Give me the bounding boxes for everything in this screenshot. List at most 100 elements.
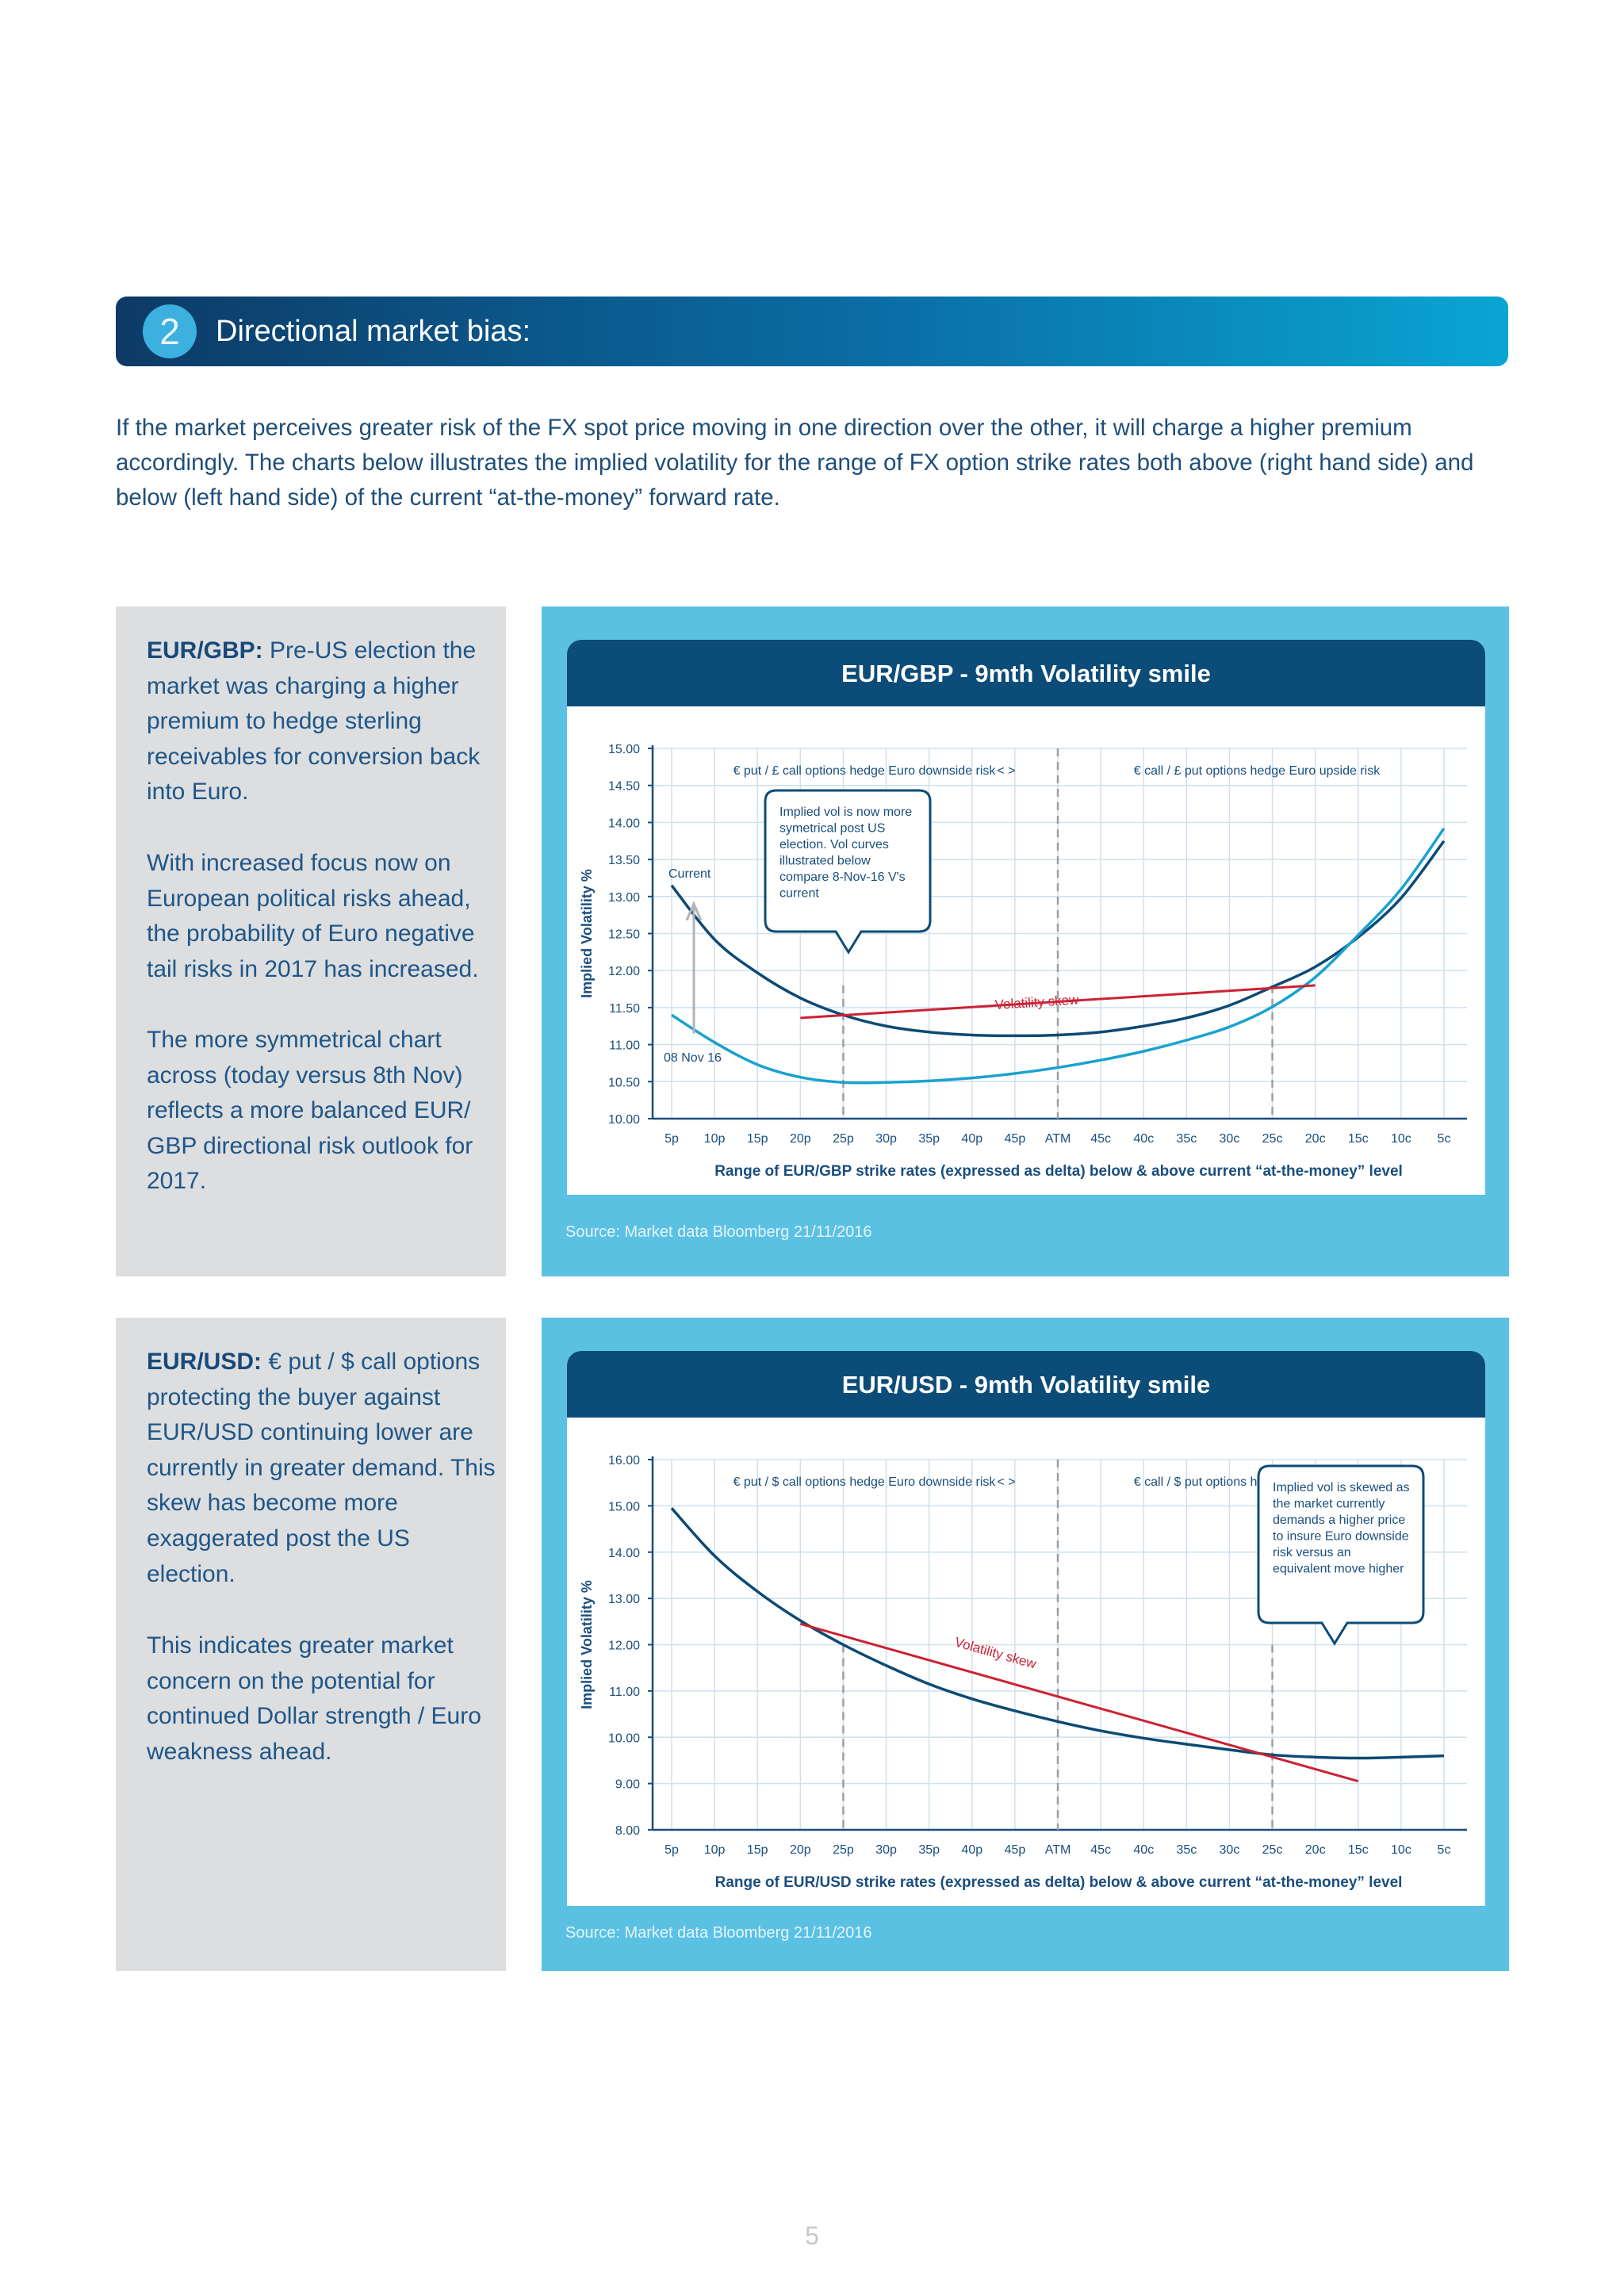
y-tick-label: 11.50 (609, 1002, 640, 1016)
x-tick-label: 5p (665, 1132, 679, 1146)
x-tick-label: 25c (1262, 1843, 1283, 1857)
sidebar-eurgbp: EUR/GBP: Pre-US election the market was … (116, 607, 506, 1276)
chart-source-eurusd: Source: Market data Bloomberg 21/11/2016 (565, 1924, 872, 1942)
page-number: 5 (0, 2221, 1624, 2251)
x-tick-label: 10p (704, 1843, 726, 1857)
x-tick-label: 45c (1090, 1843, 1111, 1857)
annotation-line: demands a higher price (1273, 1513, 1405, 1527)
x-tick-label: 15p (747, 1843, 768, 1857)
y-tick-label: 13.50 (608, 854, 640, 867)
x-tick-label: 10c (1391, 1132, 1411, 1146)
section-number: 2 (143, 304, 197, 358)
chart-eurusd: 8.009.0010.0011.0012.0013.0014.0015.0016… (567, 1351, 1485, 1906)
y-tick-label: 9.00 (615, 1778, 640, 1792)
x-tick-label: 15c (1348, 1843, 1369, 1857)
annotation-line: equivalent move higher (1273, 1563, 1404, 1576)
annotation-line: compare 8-Nov-16 V's (779, 871, 906, 884)
x-tick-label: 10c (1391, 1843, 1411, 1857)
y-tick-label: 14.50 (608, 780, 640, 794)
x-tick-label: 20c (1305, 1132, 1326, 1146)
annotation-line: current (779, 887, 819, 901)
x-tick-label: 45c (1090, 1132, 1111, 1146)
chart-eurgbp: 10.00 10.50 11.00 11.50 12.00 12.50 13.00 13.50… (567, 640, 1485, 1195)
y-tick-label: 10.50 (608, 1076, 640, 1089)
series-label-current: Current (668, 867, 711, 881)
region-label-arrows: < > (997, 764, 1015, 778)
chart-source-eurgbp: Source: Market data Bloomberg 21/11/2016 (565, 1223, 872, 1242)
sidebar-eurgbp-para-1: EUR/GBP: Pre-US election the market was … (147, 633, 496, 810)
section-header: 2 Directional market bias: (116, 297, 1508, 366)
y-tick-label: 12.00 (608, 965, 640, 978)
y-tick-label: 16.00 (608, 1454, 640, 1468)
x-tick-label: 30p (875, 1843, 897, 1857)
x-tick-label: 20p (790, 1843, 811, 1857)
annotation-line: risk versus an (1273, 1546, 1351, 1559)
x-tick-label: 35c (1176, 1843, 1197, 1857)
intro-paragraph: If the market perceives greater risk of … (116, 411, 1511, 515)
x-axis-label: Range of EUR/USD strike rates (expressed… (715, 1874, 1403, 1891)
skew-label: Volatility skew (994, 992, 1080, 1012)
y-tick-label: 14.00 (608, 817, 640, 830)
y-tick-label: 12.50 (608, 928, 640, 942)
x-tick-label: 5p (665, 1843, 679, 1857)
x-tick-label: 25c (1262, 1132, 1283, 1146)
x-tick-label: 40p (961, 1132, 982, 1146)
region-label-arrows: < > (997, 1475, 1015, 1489)
x-tick-label: 30c (1220, 1843, 1240, 1857)
x-tick-label: 40c (1133, 1132, 1154, 1146)
x-tick-label: 15c (1348, 1132, 1369, 1146)
y-tick-label: 12.00 (608, 1640, 640, 1653)
x-tick-label: ATM (1045, 1843, 1071, 1857)
series-label-previous: 08 Nov 16 (664, 1051, 722, 1065)
x-tick-label: 5c (1438, 1843, 1451, 1857)
y-tick-label: 15.00 (608, 1500, 640, 1513)
x-tick-label: 20p (790, 1132, 811, 1146)
x-tick-label: ATM (1045, 1132, 1071, 1146)
x-tick-label: 30p (875, 1132, 897, 1146)
x-tick-label: 40c (1133, 1843, 1154, 1857)
y-tick-label: 10.00 (608, 1113, 640, 1127)
y-tick-label: 8.00 (615, 1824, 640, 1838)
x-tick-label: 45p (1005, 1843, 1026, 1857)
y-tick-label: 13.00 (608, 891, 640, 905)
x-tick-label: 35p (918, 1843, 940, 1857)
chart-panel-eurgbp: EUR/GBP - 9mth Volatility smile 10.00 10.… (542, 607, 1509, 1276)
annotation-line: Implied vol is now more (779, 806, 912, 819)
y-tick-label: 11.00 (609, 1039, 640, 1053)
skew-trendline (800, 1624, 1358, 1781)
x-tick-label: 30c (1220, 1132, 1240, 1146)
x-tick-label: 20c (1305, 1843, 1326, 1857)
sidebar-eurgbp-para-2: With increased focus now on European pol… (147, 846, 496, 987)
x-tick-label: 45p (1005, 1132, 1026, 1146)
x-tick-label: 25p (833, 1843, 854, 1857)
sidebar-eurusd: EUR/USD: € put / $ call options protecti… (116, 1318, 506, 1971)
x-tick-label: 35p (918, 1132, 940, 1146)
chart-card-eurusd: EUR/USD - 9mth Volatility smile 8.00 9.00… (567, 1351, 1485, 1906)
sidebar-eurusd-para-1: EUR/USD: € put / $ call options protecti… (147, 1345, 496, 1592)
x-tick-label: 15p (747, 1132, 768, 1146)
y-tick-label: 13.00 (608, 1593, 640, 1606)
skew-label: Volatility skew (953, 1635, 1039, 1672)
y-axis-label: Implied Volatility % (579, 1580, 595, 1709)
sidebar-eurusd-para-2: This indicates greater market concern on… (147, 1628, 496, 1770)
x-tick-label: 10p (704, 1132, 726, 1146)
x-tick-label: 25p (833, 1132, 854, 1146)
x-tick-label: 5c (1438, 1132, 1451, 1146)
x-tick-label: 40p (961, 1843, 982, 1857)
region-label-downside: € put / £ call options hedge Euro downsi… (733, 764, 997, 778)
y-axis-label: Implied Volatility % (579, 869, 595, 998)
x-axis-label: Range of EUR/GBP strike rates (expressed… (714, 1163, 1403, 1180)
sidebar-eurusd-heading: EUR/USD: (147, 1349, 262, 1375)
chart-panel-eurusd: EUR/USD - 9mth Volatility smile 8.00 9.00… (542, 1318, 1509, 1971)
region-label-upside: € call / £ put options hedge Euro upside… (1134, 764, 1381, 778)
y-tick-label: 11.00 (609, 1686, 640, 1699)
annotation-line: symetrical post US (779, 822, 885, 836)
annotation-line: election. Vol curves (779, 838, 889, 851)
y-tick-label: 14.00 (608, 1547, 640, 1560)
annotation-line: the market currently (1273, 1498, 1385, 1511)
sidebar-eurgbp-heading: EUR/GBP: (147, 637, 263, 664)
chart-card-eurgbp: EUR/GBP - 9mth Volatility smile 10.00 10.… (567, 640, 1485, 1195)
sidebar-eurusd-text-1: € put / $ call options protecting the bu… (147, 1349, 496, 1587)
y-tick-label: 15.00 (608, 743, 640, 756)
annotation-line: to insure Euro downside (1273, 1530, 1409, 1544)
